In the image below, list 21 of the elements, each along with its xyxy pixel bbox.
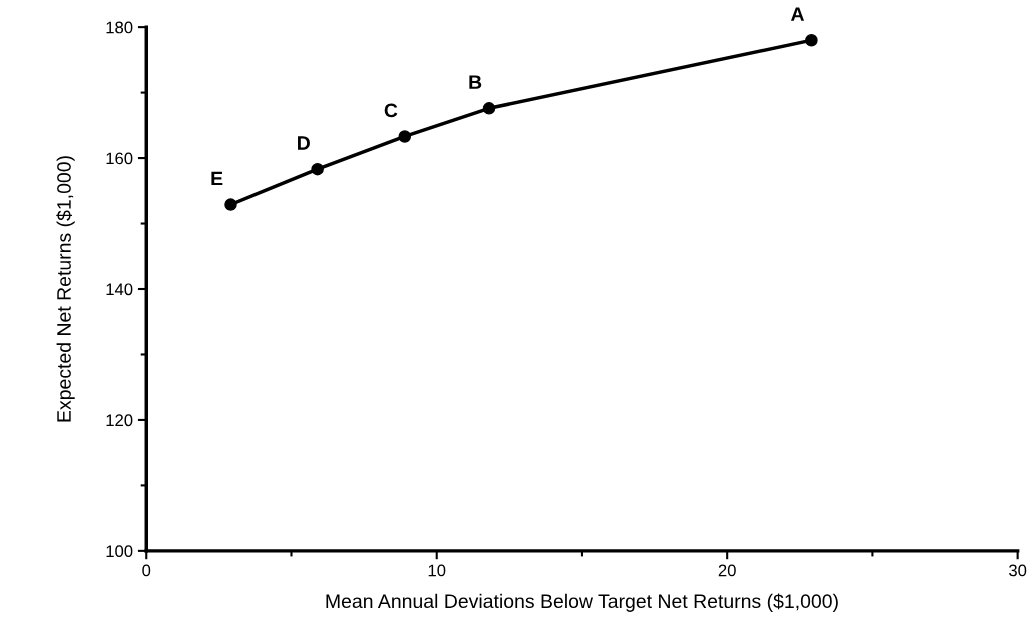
x-tick-label: 30 <box>1009 564 1027 577</box>
x-tick-label: 0 <box>142 564 151 577</box>
annotation: C <box>384 103 398 118</box>
x-tick-label: 10 <box>428 564 446 577</box>
y-tick-label: 180 <box>106 21 133 34</box>
y-axis-title: Expected Net Returns ($1,000) <box>56 156 75 422</box>
x-tick-label: 20 <box>718 564 736 577</box>
y-tick-label: 120 <box>106 414 133 427</box>
point <box>805 33 818 47</box>
x-axis-title: Mean Annual Deviations Below Target Net Returns ($1,000) <box>326 593 838 612</box>
y-tick-label: 140 <box>106 283 133 296</box>
y-tick-label: 100 <box>106 545 133 558</box>
annotation: D <box>298 136 310 150</box>
point <box>482 102 496 115</box>
point <box>224 198 237 211</box>
annotation: E <box>211 171 223 186</box>
annotation: A <box>790 7 805 21</box>
annotation: B <box>469 75 482 89</box>
y-tick-label: 160 <box>106 152 133 165</box>
point <box>311 162 324 176</box>
point <box>398 130 412 143</box>
